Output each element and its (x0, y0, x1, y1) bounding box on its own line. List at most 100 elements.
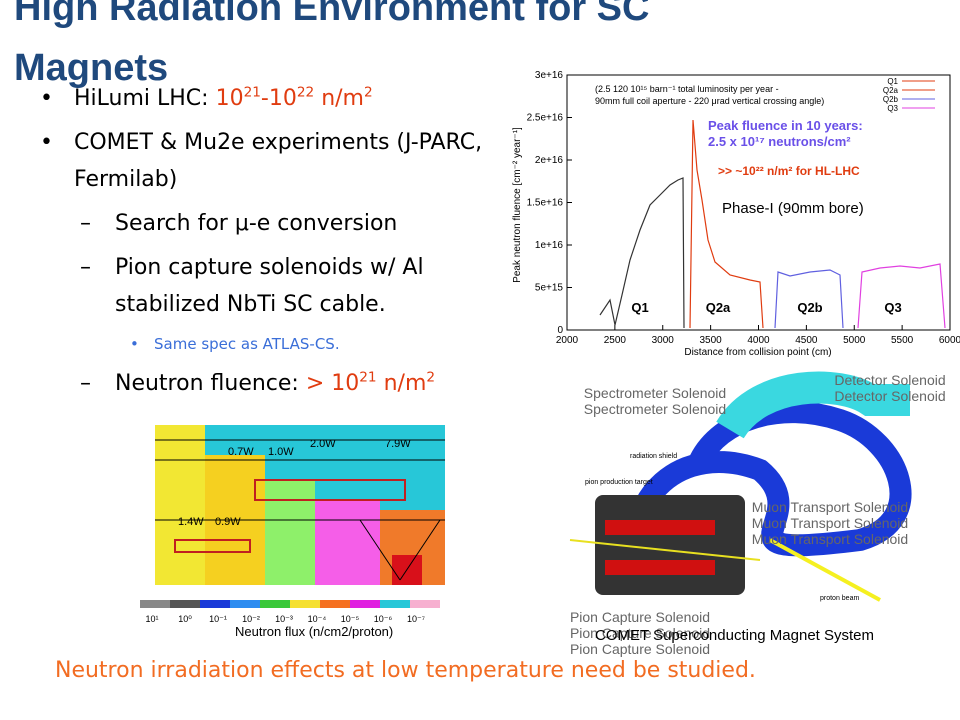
curve-q2b (774, 269, 844, 329)
bullet-text: HiLumi LHC: (74, 86, 216, 111)
bullet: Same spec as ATLAS-CS. (40, 330, 474, 358)
scale-swatch (200, 600, 230, 608)
curve-q3 (857, 263, 946, 329)
phase-note: Phase-I (90mm bore) (722, 200, 864, 217)
plot-frame (566, 74, 951, 331)
x-tick-label: 3000 (652, 335, 675, 346)
plot-note: (2.5 120 10¹⁵ barn⁻¹ total luminosity pe… (595, 84, 779, 94)
diagram-label: Muon Transport Solenoid (752, 531, 908, 547)
diagram-small-label: pion production target (585, 479, 653, 486)
plot-note: 90mm full coil aperture - 220 μrad verti… (595, 96, 824, 106)
bullet-text: n/m (314, 86, 364, 111)
diagram-caption: COMET Superconducting Magnet System (595, 627, 874, 644)
bullet-text: n/m (376, 371, 427, 396)
bullet-text: 10 (215, 86, 244, 111)
y-tick-label: 2e+16 (535, 155, 564, 166)
bullet-text: 2 (363, 84, 373, 101)
peak-note: 2.5 x 10¹⁷ neutrons/cm² (708, 134, 851, 149)
region-label: Q2a (706, 300, 731, 315)
bullet: Pion capture solenoids w/ Al stabilized … (40, 249, 485, 323)
scale-swatch (230, 600, 260, 608)
diagram-label: Spectrometer Solenoid (584, 385, 726, 401)
bullet-list: HiLumi LHC: 1021-1022 n/m2COMET & Mu2e e… (40, 80, 500, 409)
bullet-text: 21 (243, 84, 261, 101)
title-line: High Radiation Environment for SC (14, 0, 650, 29)
magnet-diagram (569, 371, 912, 602)
scale-swatch (410, 600, 440, 608)
y-tick-label: 1e+16 (535, 240, 564, 251)
bullet-text: > 10 (305, 371, 360, 396)
power-label: 1.0W (268, 446, 294, 458)
bullet-text: 21 (359, 369, 377, 386)
power-label: 0.9W (215, 516, 241, 528)
diagram-small-label: radiation shield (630, 453, 677, 460)
region-label: Q2b (797, 300, 822, 315)
power-label: 0.7W (228, 446, 254, 458)
scale-swatch (290, 600, 320, 608)
x-axis-label: Distance from collision point (cm) (684, 347, 831, 358)
bullet: COMET & Mu2e experiments (J-PARC, Fermil… (40, 124, 494, 198)
x-tick-label: 3500 (700, 335, 723, 346)
diagram-label: Detector Solenoid (834, 372, 945, 388)
scale-swatch (260, 600, 290, 608)
bullet-text: COMET & Mu2e experiments (J-PARC, Fermil… (74, 130, 483, 192)
diagram-label: Detector Solenoid (834, 388, 945, 404)
x-tick-label: 2500 (604, 335, 627, 346)
legend-label: Q3 (887, 104, 898, 113)
y-tick-label: 0 (557, 325, 563, 336)
bullet-text: -10 (260, 86, 297, 111)
diagram-label: Pion Capture Solenoid (570, 625, 710, 641)
slide-title: High Radiation Environment for SC Magnets (14, 0, 734, 98)
x-tick-label: 6000 (939, 335, 960, 346)
scale-label: 10⁰ (178, 614, 192, 624)
scale-label: 10⁻¹ (209, 614, 227, 624)
x-tick-label: 4500 (795, 335, 818, 346)
scale-label: 10⁻⁷ (407, 614, 425, 624)
legend-label: Q2b (883, 95, 899, 104)
legend-label: Q1 (887, 77, 898, 86)
bullet-text: Search for μ-e conversion (115, 211, 398, 236)
flux-caption: Neutron flux (n/cm2/proton) (235, 624, 393, 639)
flux-scale (140, 600, 440, 608)
flux-map (155, 425, 445, 585)
y-tick-label: 2.5e+16 (527, 113, 564, 124)
y-tick-label: 1.5e+16 (527, 198, 564, 209)
x-tick-label: 5500 (891, 335, 914, 346)
scale-swatch (140, 600, 170, 608)
curve-q1 (599, 177, 685, 329)
scale-label: 10⁻⁵ (341, 614, 360, 624)
diagram-label: Muon Transport Solenoid (752, 499, 908, 515)
scale-label: 10¹ (145, 614, 158, 624)
bullet: Neutron fluence: > 1021 n/m2 (40, 365, 485, 402)
bullet-text: Pion capture solenoids w/ Al stabilized … (115, 255, 424, 317)
diagram-label: Muon Transport Solenoid (752, 515, 908, 531)
bullet: HiLumi LHC: 1021-1022 n/m2 (40, 80, 494, 117)
curve-q2a (689, 119, 764, 329)
bullet: Search for μ-e conversion (40, 205, 485, 242)
y-axis-label: Peak neutron fluence [cm⁻² year⁻¹] (512, 127, 523, 283)
scale-swatch (170, 600, 200, 608)
power-label: 1.4W (178, 516, 204, 528)
peak-note: Peak fluence in 10 years: (708, 118, 863, 133)
diagram-small-label: proton beam (820, 595, 859, 602)
diagram-label: Pion Capture Solenoid (570, 641, 710, 657)
y-tick-label: 5e+15 (535, 283, 564, 294)
bullet-text: Same spec as ATLAS-CS. (154, 335, 340, 353)
bullet-text: 2 (426, 369, 436, 386)
footer-note: Neutron irradiation effects at low tempe… (55, 658, 756, 683)
diagram-label: Spectrometer Solenoid (584, 401, 726, 417)
bullet-text: 22 (296, 84, 315, 101)
scale-swatch (320, 600, 350, 608)
hl-note: >> ~10²² n/m² for HL-LHC (718, 164, 860, 178)
scale-label: 10⁻⁶ (374, 614, 393, 624)
x-tick-label: 2000 (556, 335, 579, 346)
x-tick-label: 4000 (747, 335, 770, 346)
scale-label: 10⁻² (242, 614, 260, 624)
power-label: 7.9W (385, 438, 411, 450)
region-label: Q3 (884, 300, 901, 315)
bullet-text: Neutron fluence: (115, 371, 306, 396)
scale-label: 10⁻⁴ (308, 614, 327, 624)
region-label: Q1 (631, 300, 648, 315)
